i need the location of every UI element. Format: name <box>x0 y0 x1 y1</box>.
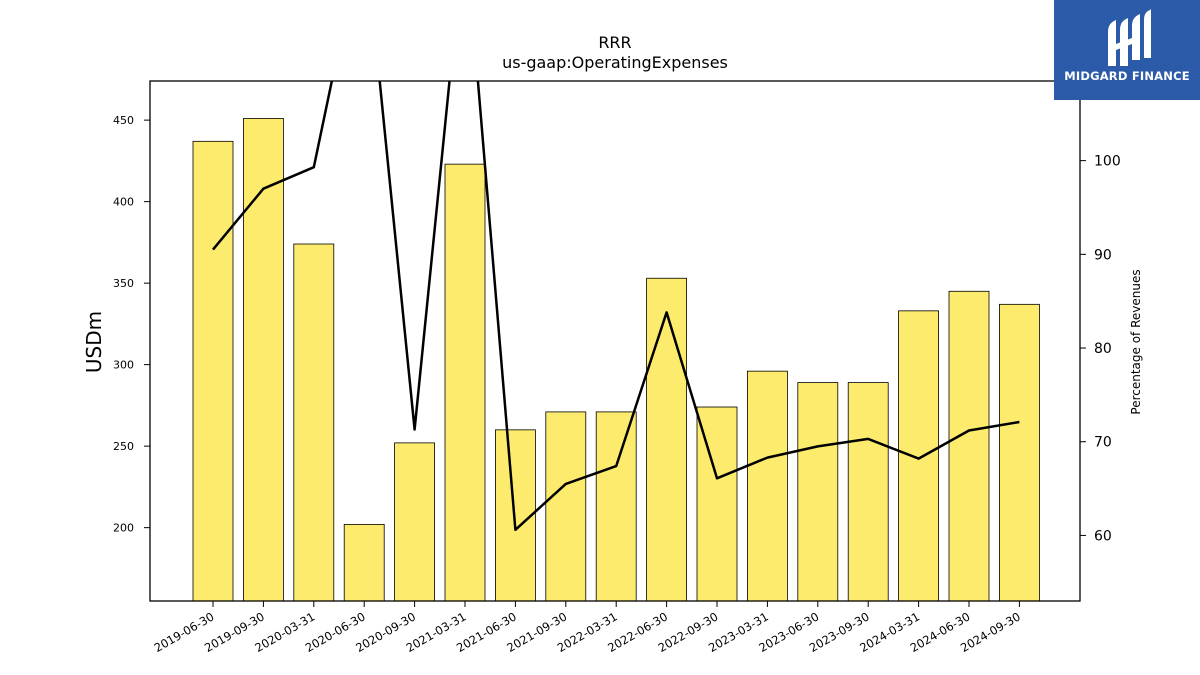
bar-2022-09-30 <box>696 406 738 601</box>
bar-2020-06-30 <box>343 523 385 601</box>
bar-2021-03-31 <box>444 163 486 601</box>
bar-2019-06-30 <box>192 140 234 601</box>
y2-tick-label: 90 <box>1094 247 1112 263</box>
y2-tick-label: 70 <box>1094 435 1112 451</box>
bar-2023-03-31 <box>747 370 788 601</box>
bar-2023-06-30 <box>797 382 839 601</box>
y-tick-label: 250 <box>113 440 134 453</box>
y-axis-label: USDm <box>82 311 106 373</box>
y-tick-label: 200 <box>113 522 134 535</box>
bar-2021-09-30 <box>545 411 587 601</box>
brand-logo: MIDGARD FINANCE <box>1054 0 1200 100</box>
bar-2024-06-30 <box>948 290 990 601</box>
y-tick-label: 300 <box>113 359 134 372</box>
bar-2020-09-30 <box>394 442 436 601</box>
y-tick-label: 400 <box>113 196 134 209</box>
logo-text: MIDGARD FINANCE <box>1064 69 1190 83</box>
line-group <box>212 81 1020 532</box>
y-tick-label: 450 <box>113 114 134 127</box>
y2-axis-label: Percentage of Revenues <box>1129 269 1143 414</box>
y2-tick-label: 100 <box>1094 154 1121 170</box>
bar-2023-09-30 <box>847 382 889 601</box>
percentage-line <box>212 81 1020 532</box>
y2-tick-label: 60 <box>1094 528 1112 544</box>
logo-mark-icon <box>1108 9 1151 66</box>
bar-group <box>192 118 1040 601</box>
chart-title: RRR <box>598 33 631 52</box>
bar-2020-03-31 <box>293 243 335 601</box>
bar-2024-03-31 <box>898 310 939 601</box>
y2-tick-label: 80 <box>1094 341 1112 357</box>
bar-2022-03-31 <box>595 411 637 601</box>
bar-2019-09-30 <box>242 118 284 601</box>
plot-frame <box>149 80 1081 602</box>
y-tick-label: 350 <box>113 277 134 290</box>
bar-2022-06-30 <box>646 277 687 601</box>
chart-subtitle: us-gaap:OperatingExpenses <box>502 53 728 72</box>
bar-2024-09-30 <box>999 303 1040 601</box>
